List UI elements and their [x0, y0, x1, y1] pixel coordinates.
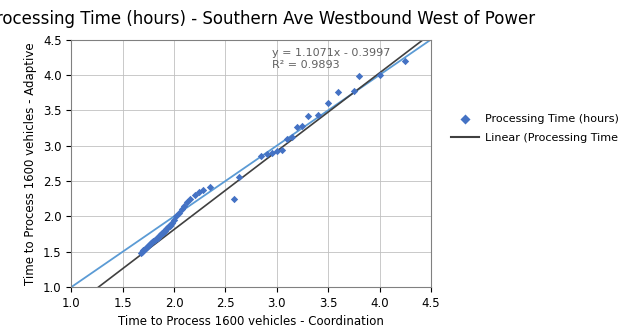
Point — [177, 207, 187, 212]
Point — [234, 175, 244, 180]
Point — [159, 229, 169, 234]
Point — [162, 226, 172, 231]
Point — [166, 221, 176, 227]
Point — [193, 189, 203, 194]
Point — [157, 231, 167, 236]
Point — [140, 247, 149, 252]
Point — [298, 123, 308, 128]
Point — [287, 135, 297, 140]
Point — [149, 239, 159, 244]
Point — [185, 196, 195, 201]
Point — [277, 147, 287, 152]
Point — [257, 154, 267, 159]
Point — [165, 223, 175, 228]
Point — [161, 226, 171, 232]
Point — [354, 73, 364, 78]
Text: y = 1.1071x - 0.3997
R² = 0.9893: y = 1.1071x - 0.3997 R² = 0.9893 — [272, 48, 390, 70]
Point — [136, 250, 146, 256]
Point — [171, 214, 181, 219]
Point — [146, 241, 156, 246]
Point — [267, 150, 277, 155]
Point — [313, 112, 323, 117]
Point — [151, 236, 161, 242]
Point — [143, 244, 153, 249]
Legend: Processing Time (hours), Linear (Processing Time (hours)): Processing Time (hours), Linear (Process… — [451, 115, 620, 143]
Point — [146, 241, 156, 247]
Point — [190, 192, 200, 198]
Point — [167, 221, 177, 226]
Point — [169, 217, 179, 222]
Point — [262, 151, 272, 157]
Point — [143, 244, 153, 249]
Point — [164, 224, 174, 229]
Point — [282, 136, 292, 141]
Point — [401, 58, 410, 63]
Point — [205, 184, 215, 189]
Point — [160, 228, 170, 233]
Point — [182, 200, 192, 205]
Point — [157, 230, 167, 235]
Point — [156, 231, 166, 237]
Point — [137, 249, 147, 254]
Point — [374, 72, 384, 78]
Point — [179, 203, 189, 209]
Y-axis label: Time to Process 1600 vehicles - Adaptive: Time to Process 1600 vehicles - Adaptive — [24, 42, 37, 285]
X-axis label: Time to Process 1600 vehicles - Coordination: Time to Process 1600 vehicles - Coordina… — [118, 315, 384, 328]
Point — [229, 196, 239, 201]
Point — [148, 239, 157, 245]
Point — [149, 238, 159, 243]
Point — [174, 210, 184, 215]
Point — [144, 242, 154, 247]
Point — [198, 187, 208, 192]
Point — [141, 245, 151, 250]
Point — [152, 236, 162, 241]
Point — [163, 224, 173, 230]
Point — [140, 246, 150, 251]
Point — [154, 234, 164, 239]
Point — [334, 89, 343, 95]
Point — [153, 235, 162, 240]
Point — [272, 149, 281, 154]
Point — [155, 233, 165, 238]
Point — [323, 101, 333, 106]
Point — [349, 88, 359, 93]
Point — [303, 113, 312, 118]
Point — [138, 248, 148, 253]
Text: Processing Time (hours) - Southern Ave Westbound West of Power: Processing Time (hours) - Southern Ave W… — [0, 10, 535, 28]
Point — [293, 124, 303, 129]
